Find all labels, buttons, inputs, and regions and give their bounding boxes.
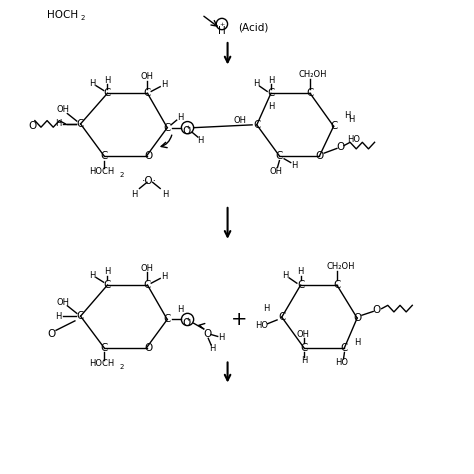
Text: O: O	[373, 305, 381, 315]
Text: H: H	[177, 305, 183, 314]
Text: HOCH: HOCH	[89, 359, 114, 368]
Text: O: O	[315, 151, 324, 161]
Text: H: H	[162, 190, 168, 199]
Text: O: O	[182, 318, 191, 328]
Text: H: H	[268, 75, 274, 84]
Text: OH: OH	[269, 166, 282, 175]
Text: H: H	[355, 337, 361, 346]
Text: C: C	[144, 88, 151, 98]
Text: C: C	[276, 151, 283, 161]
Text: +: +	[185, 125, 190, 130]
Text: H: H	[218, 26, 226, 36]
Text: OH: OH	[56, 105, 69, 114]
Text: 2: 2	[119, 364, 124, 370]
Text: O: O	[203, 328, 211, 338]
Text: O: O	[353, 313, 361, 323]
Text: C: C	[77, 119, 84, 129]
Text: H: H	[104, 75, 110, 84]
Text: C: C	[100, 343, 108, 353]
Text: +: +	[185, 317, 190, 322]
Text: O: O	[182, 127, 191, 137]
Text: HOCH: HOCH	[89, 167, 114, 176]
Text: C: C	[333, 280, 341, 290]
Text: O: O	[145, 151, 153, 161]
Text: H: H	[345, 111, 351, 120]
Text: H: H	[264, 304, 270, 313]
Text: 2: 2	[119, 172, 124, 178]
Text: OH: OH	[141, 72, 154, 81]
Text: H: H	[301, 356, 307, 365]
Text: O: O	[47, 329, 55, 339]
Text: H: H	[209, 344, 215, 353]
Text: C: C	[164, 314, 171, 325]
Text: H: H	[297, 267, 304, 276]
Text: H: H	[89, 79, 96, 88]
Text: C: C	[297, 280, 304, 290]
Text: C: C	[341, 343, 348, 353]
Text: H: H	[198, 137, 204, 146]
Text: CH₂OH: CH₂OH	[327, 262, 355, 271]
Text: C: C	[100, 151, 108, 161]
Text: H: H	[89, 271, 96, 280]
Text: 2: 2	[80, 15, 85, 21]
Text: C: C	[300, 343, 308, 353]
Text: HO: HO	[255, 321, 268, 330]
Text: ·O·: ·O·	[142, 176, 157, 186]
Text: C: C	[330, 121, 337, 131]
Text: H: H	[177, 113, 183, 122]
Text: OH: OH	[234, 116, 247, 125]
Text: C: C	[278, 312, 285, 322]
Text: C: C	[77, 311, 84, 321]
Text: C: C	[253, 120, 261, 130]
Text: C: C	[164, 123, 171, 133]
Text: O: O	[337, 142, 345, 152]
Text: OH: OH	[141, 264, 154, 273]
Text: HO: HO	[336, 358, 348, 367]
Text: H: H	[268, 102, 274, 111]
Text: HOCH: HOCH	[47, 9, 78, 19]
Text: HO: HO	[347, 135, 360, 144]
Text: H: H	[253, 79, 259, 88]
Text: C: C	[306, 88, 314, 98]
Text: C: C	[104, 280, 111, 290]
Text: OH: OH	[56, 298, 69, 307]
Text: OH: OH	[296, 330, 310, 339]
Text: +: +	[219, 21, 225, 27]
Text: H: H	[161, 80, 167, 89]
Text: C: C	[104, 88, 111, 98]
Text: O: O	[28, 121, 36, 131]
Text: H: H	[132, 190, 138, 199]
Text: C: C	[267, 88, 274, 98]
Text: +: +	[231, 310, 247, 329]
Text: H: H	[292, 161, 298, 170]
Text: O: O	[145, 343, 153, 353]
Text: H: H	[104, 267, 110, 276]
Text: H: H	[55, 119, 61, 128]
Text: CH₂OH: CH₂OH	[298, 70, 327, 79]
Text: (Acid): (Acid)	[238, 22, 269, 32]
Text: H: H	[55, 312, 61, 321]
Text: H: H	[218, 333, 225, 342]
Text: H: H	[283, 271, 289, 280]
Text: C: C	[144, 280, 151, 290]
Text: H: H	[348, 115, 355, 124]
Text: H: H	[161, 272, 167, 281]
